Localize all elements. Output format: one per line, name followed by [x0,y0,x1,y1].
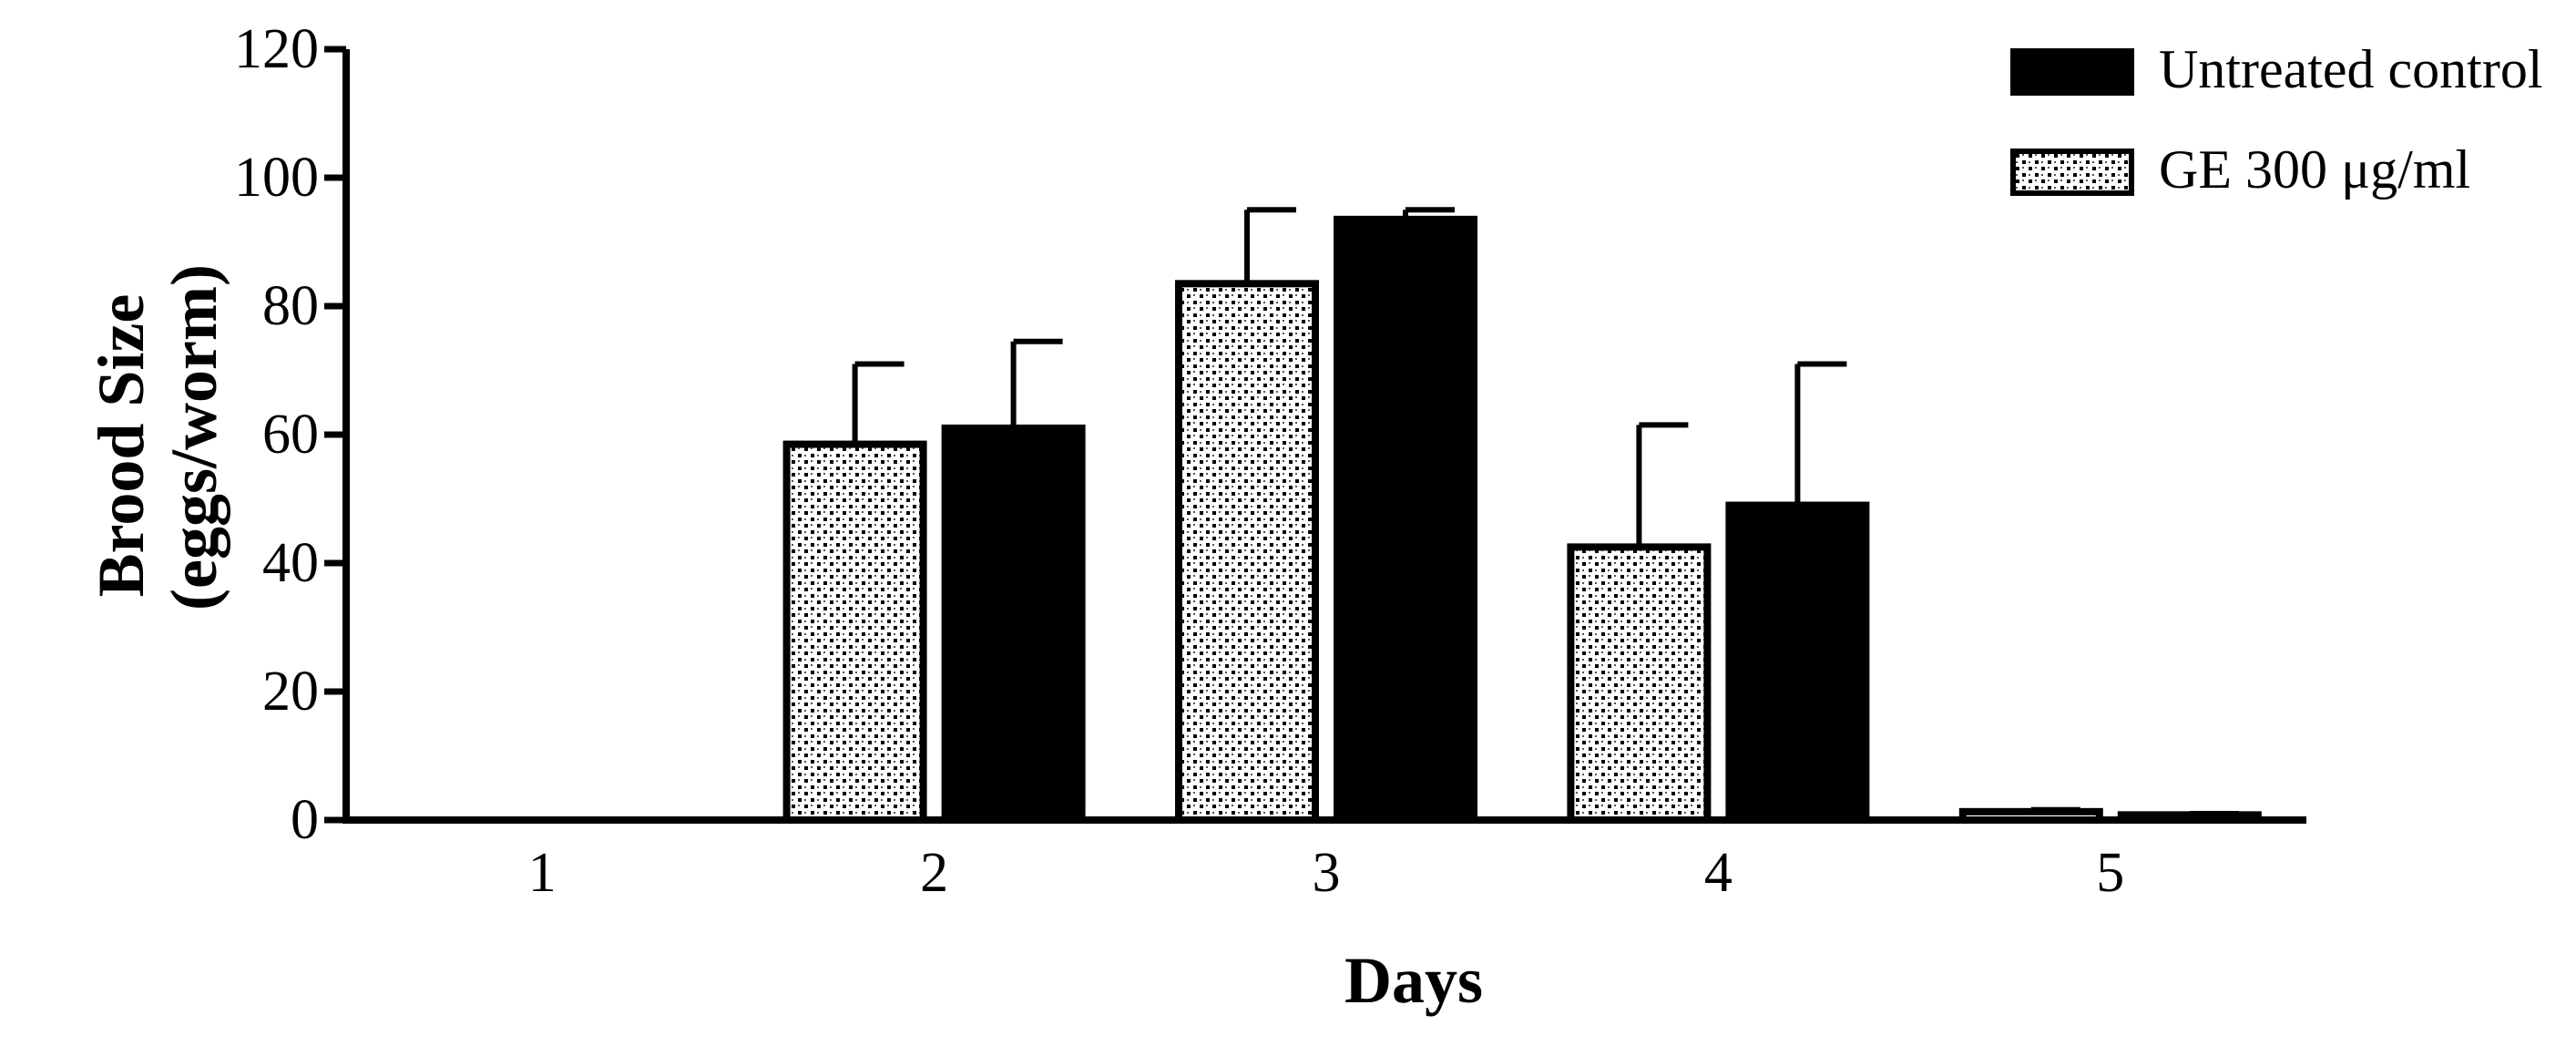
bar [941,424,1086,824]
x-axis-title: Days [1344,944,1483,1017]
y-ticks-group: 0 20 40 60 80 100 120 [234,18,346,851]
legend-swatch [2010,149,2134,196]
x-tick-label: 5 [2096,842,2124,904]
legend: Untreated control GE 300 μg/ml [2010,39,2543,200]
x-tick-label: 4 [1704,842,1733,904]
legend-swatch [2010,48,2134,96]
y-axis-title-line-2: (eggs/worm) [158,264,230,610]
x-ticks-group: 1 2 3 4 5 [528,842,2125,904]
x-tick-label: 1 [528,842,557,904]
error-bars-group [852,207,2239,816]
y-tick-label: 120 [234,18,319,80]
y-axis-title: Brood Size (eggs/worm) [85,264,230,610]
x-tick-label: 2 [920,842,948,904]
y-tick-label: 100 [234,147,319,209]
bar [1567,543,1712,824]
legend-label: GE 300 μg/ml [2159,139,2470,200]
bar [1334,215,1477,824]
y-tick-label: 40 [262,532,319,594]
x-tick-label: 3 [1313,842,1341,904]
y-axis-title-line-1: Brood Size [85,294,158,598]
bars-group [782,215,2262,825]
y-tick-label: 20 [262,661,319,723]
y-tick-label: 60 [262,404,319,466]
bar [782,440,927,824]
bar [1175,280,1319,824]
y-tick-label: 80 [262,275,319,337]
bar [1725,501,1870,824]
y-tick-label: 0 [291,789,319,851]
legend-label: Untreated control [2159,39,2543,99]
